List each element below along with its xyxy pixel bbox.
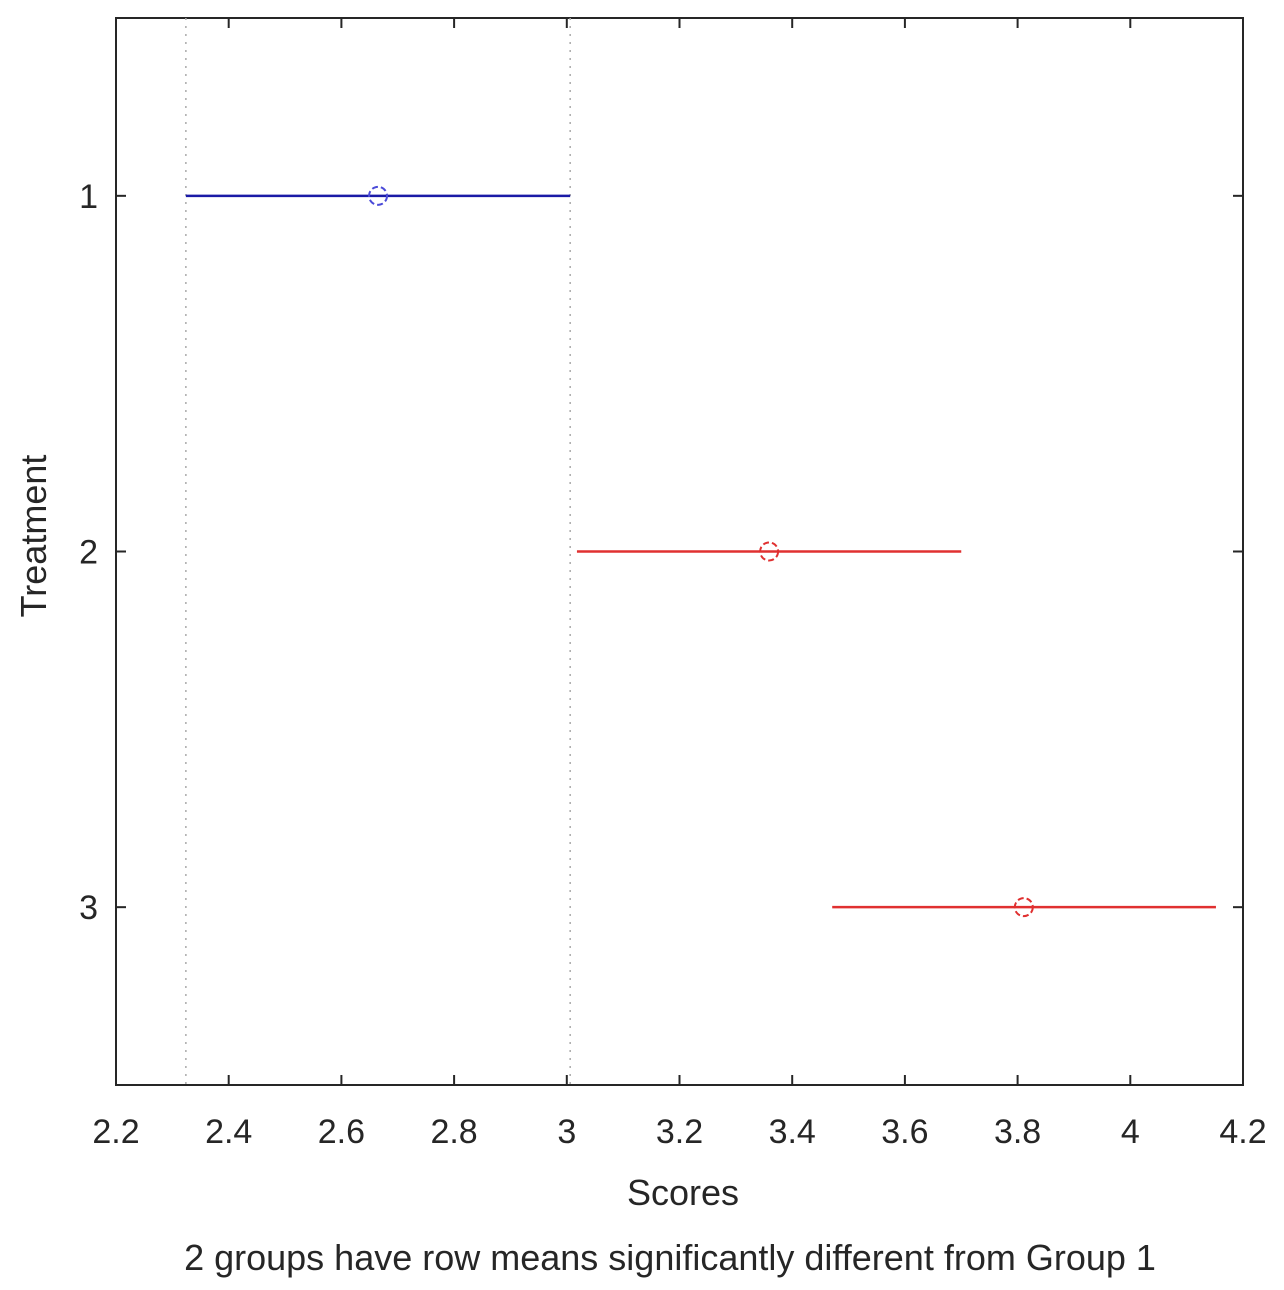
- x-tick-label: 3.8: [994, 1113, 1041, 1151]
- x-tick-label: 2.4: [205, 1113, 252, 1151]
- x-tick-label: 4: [1121, 1113, 1140, 1151]
- x-tick-label: 4.2: [1219, 1113, 1266, 1151]
- x-tick-label: 2.6: [318, 1113, 365, 1151]
- y-axis-label: Treatment: [13, 455, 54, 618]
- y-tick-label: 1: [79, 178, 98, 216]
- x-tick-label: 3: [557, 1113, 576, 1151]
- x-tick-label: 3.4: [769, 1113, 816, 1151]
- y-tick-label: 3: [79, 889, 98, 927]
- x-tick-label: 2.2: [92, 1113, 139, 1151]
- x-tick-label: 2.8: [430, 1113, 477, 1151]
- chart-caption: 2 groups have row means significantly di…: [184, 1237, 1156, 1278]
- group-2-mean-marker[interactable]: [759, 541, 780, 562]
- group-3-mean-marker[interactable]: [1013, 897, 1034, 918]
- group-1-mean-marker[interactable]: [368, 185, 389, 206]
- x-tick-label: 3.6: [881, 1113, 928, 1151]
- x-axis-label: Scores: [627, 1172, 739, 1213]
- y-tick-label: 2: [79, 534, 98, 572]
- x-tick-label: 3.2: [656, 1113, 703, 1151]
